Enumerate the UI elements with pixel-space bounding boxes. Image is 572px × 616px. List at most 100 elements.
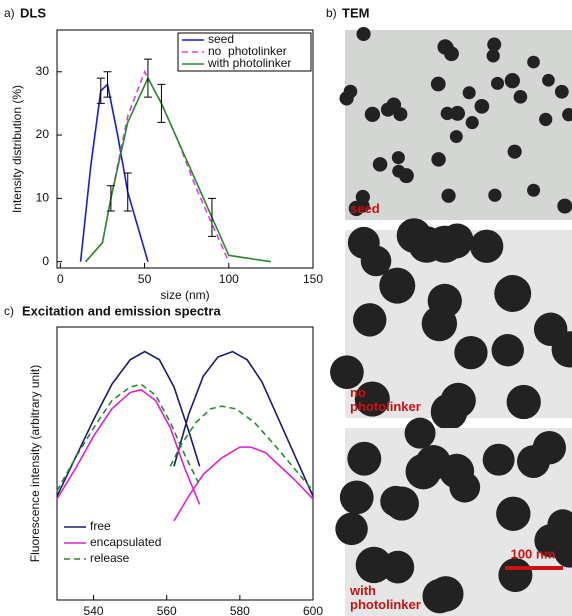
particle — [426, 225, 464, 263]
particle — [491, 333, 524, 367]
y-axis-label: Fluorescence intensity (arbitrary unit) — [28, 365, 42, 562]
particle — [404, 417, 436, 449]
plot-frame — [56, 326, 314, 601]
scale-bar — [505, 566, 563, 570]
y-tick-label: 30 — [36, 64, 50, 78]
particle — [430, 76, 446, 92]
particle — [347, 441, 382, 476]
x-tick-label: 560 — [157, 604, 177, 616]
legend-label: release — [90, 551, 130, 565]
particle — [347, 226, 380, 259]
series-line — [56, 350, 314, 497]
particle — [454, 336, 488, 370]
particle — [562, 108, 572, 122]
chart-title: Excitation and emission spectra — [22, 303, 221, 318]
y-tick-label: 0 — [42, 254, 49, 268]
x-tick-label: 150 — [303, 272, 323, 286]
legend-label: free — [90, 519, 111, 533]
x-tick-label: 50 — [138, 272, 152, 286]
particle — [462, 86, 476, 100]
particle — [444, 46, 459, 62]
series-line — [79, 82, 149, 262]
particle — [391, 151, 405, 165]
scale-bar-label: 100 nm — [511, 546, 556, 561]
particle — [465, 116, 479, 130]
x-tick-label: 0 — [57, 272, 64, 286]
tem-label: no photolinker — [350, 385, 421, 414]
panel-label: c) — [4, 304, 14, 318]
legend-box — [177, 32, 312, 72]
particle — [506, 384, 541, 420]
particle — [422, 578, 457, 614]
error-bar — [207, 197, 216, 237]
particle — [380, 485, 412, 517]
series-line — [85, 69, 230, 263]
particle — [372, 157, 388, 172]
particle — [421, 305, 458, 342]
series-line — [56, 383, 314, 492]
particle — [386, 97, 402, 113]
chart-title: DLS — [20, 5, 46, 20]
panel-label: b) — [326, 6, 337, 20]
y-tick-label: 10 — [36, 191, 50, 205]
particle — [364, 106, 381, 123]
particle — [430, 393, 468, 431]
legend-label: with photolinker — [207, 56, 291, 70]
particle — [532, 431, 567, 465]
particle — [450, 105, 466, 121]
particle — [504, 73, 520, 89]
x-tick-label: 540 — [84, 604, 104, 616]
particle — [330, 355, 364, 390]
particle — [527, 183, 541, 197]
error-bar — [103, 71, 112, 98]
error-bar — [143, 58, 152, 98]
particle — [449, 130, 463, 144]
tem-label: with photolinker — [349, 583, 421, 612]
y-axis-label: Intensity distribution (%) — [10, 85, 24, 213]
particle — [498, 558, 533, 593]
particle — [339, 91, 354, 106]
particle — [356, 199, 370, 213]
particle — [353, 303, 387, 337]
particle — [335, 512, 368, 546]
particle — [396, 218, 432, 253]
particle — [487, 37, 502, 52]
particle — [379, 267, 416, 304]
x-tick-label: 600 — [303, 604, 323, 616]
particle — [486, 49, 500, 63]
particle — [339, 480, 374, 515]
y-tick-label: 20 — [36, 127, 50, 141]
particle — [542, 73, 555, 87]
particle — [534, 524, 568, 558]
particle — [554, 84, 569, 99]
particle — [507, 144, 522, 159]
error-bar — [157, 83, 166, 123]
particle — [354, 381, 390, 417]
particle — [398, 168, 414, 184]
particle — [474, 98, 490, 114]
particle — [355, 546, 393, 584]
particle — [551, 331, 572, 368]
series-line — [56, 388, 314, 522]
x-axis-label: wavelength (nm) — [140, 614, 230, 616]
particle — [469, 229, 504, 263]
x-axis-label: size (nm) — [160, 288, 209, 302]
legend-label: seed — [208, 32, 234, 46]
x-tick-label: 100 — [219, 272, 239, 286]
particle — [490, 76, 505, 90]
x-tick-label: 580 — [230, 604, 250, 616]
particle — [488, 188, 502, 202]
legend-label: encapsulated — [90, 535, 161, 549]
particle — [482, 443, 515, 476]
plot-frame — [56, 29, 314, 269]
particle — [494, 275, 532, 312]
particle — [439, 453, 475, 489]
error-bar — [106, 185, 115, 212]
particle — [539, 112, 553, 127]
error-bar — [96, 77, 105, 104]
particle — [441, 188, 456, 203]
particle — [440, 106, 454, 121]
panel-title: TEM — [342, 5, 369, 20]
